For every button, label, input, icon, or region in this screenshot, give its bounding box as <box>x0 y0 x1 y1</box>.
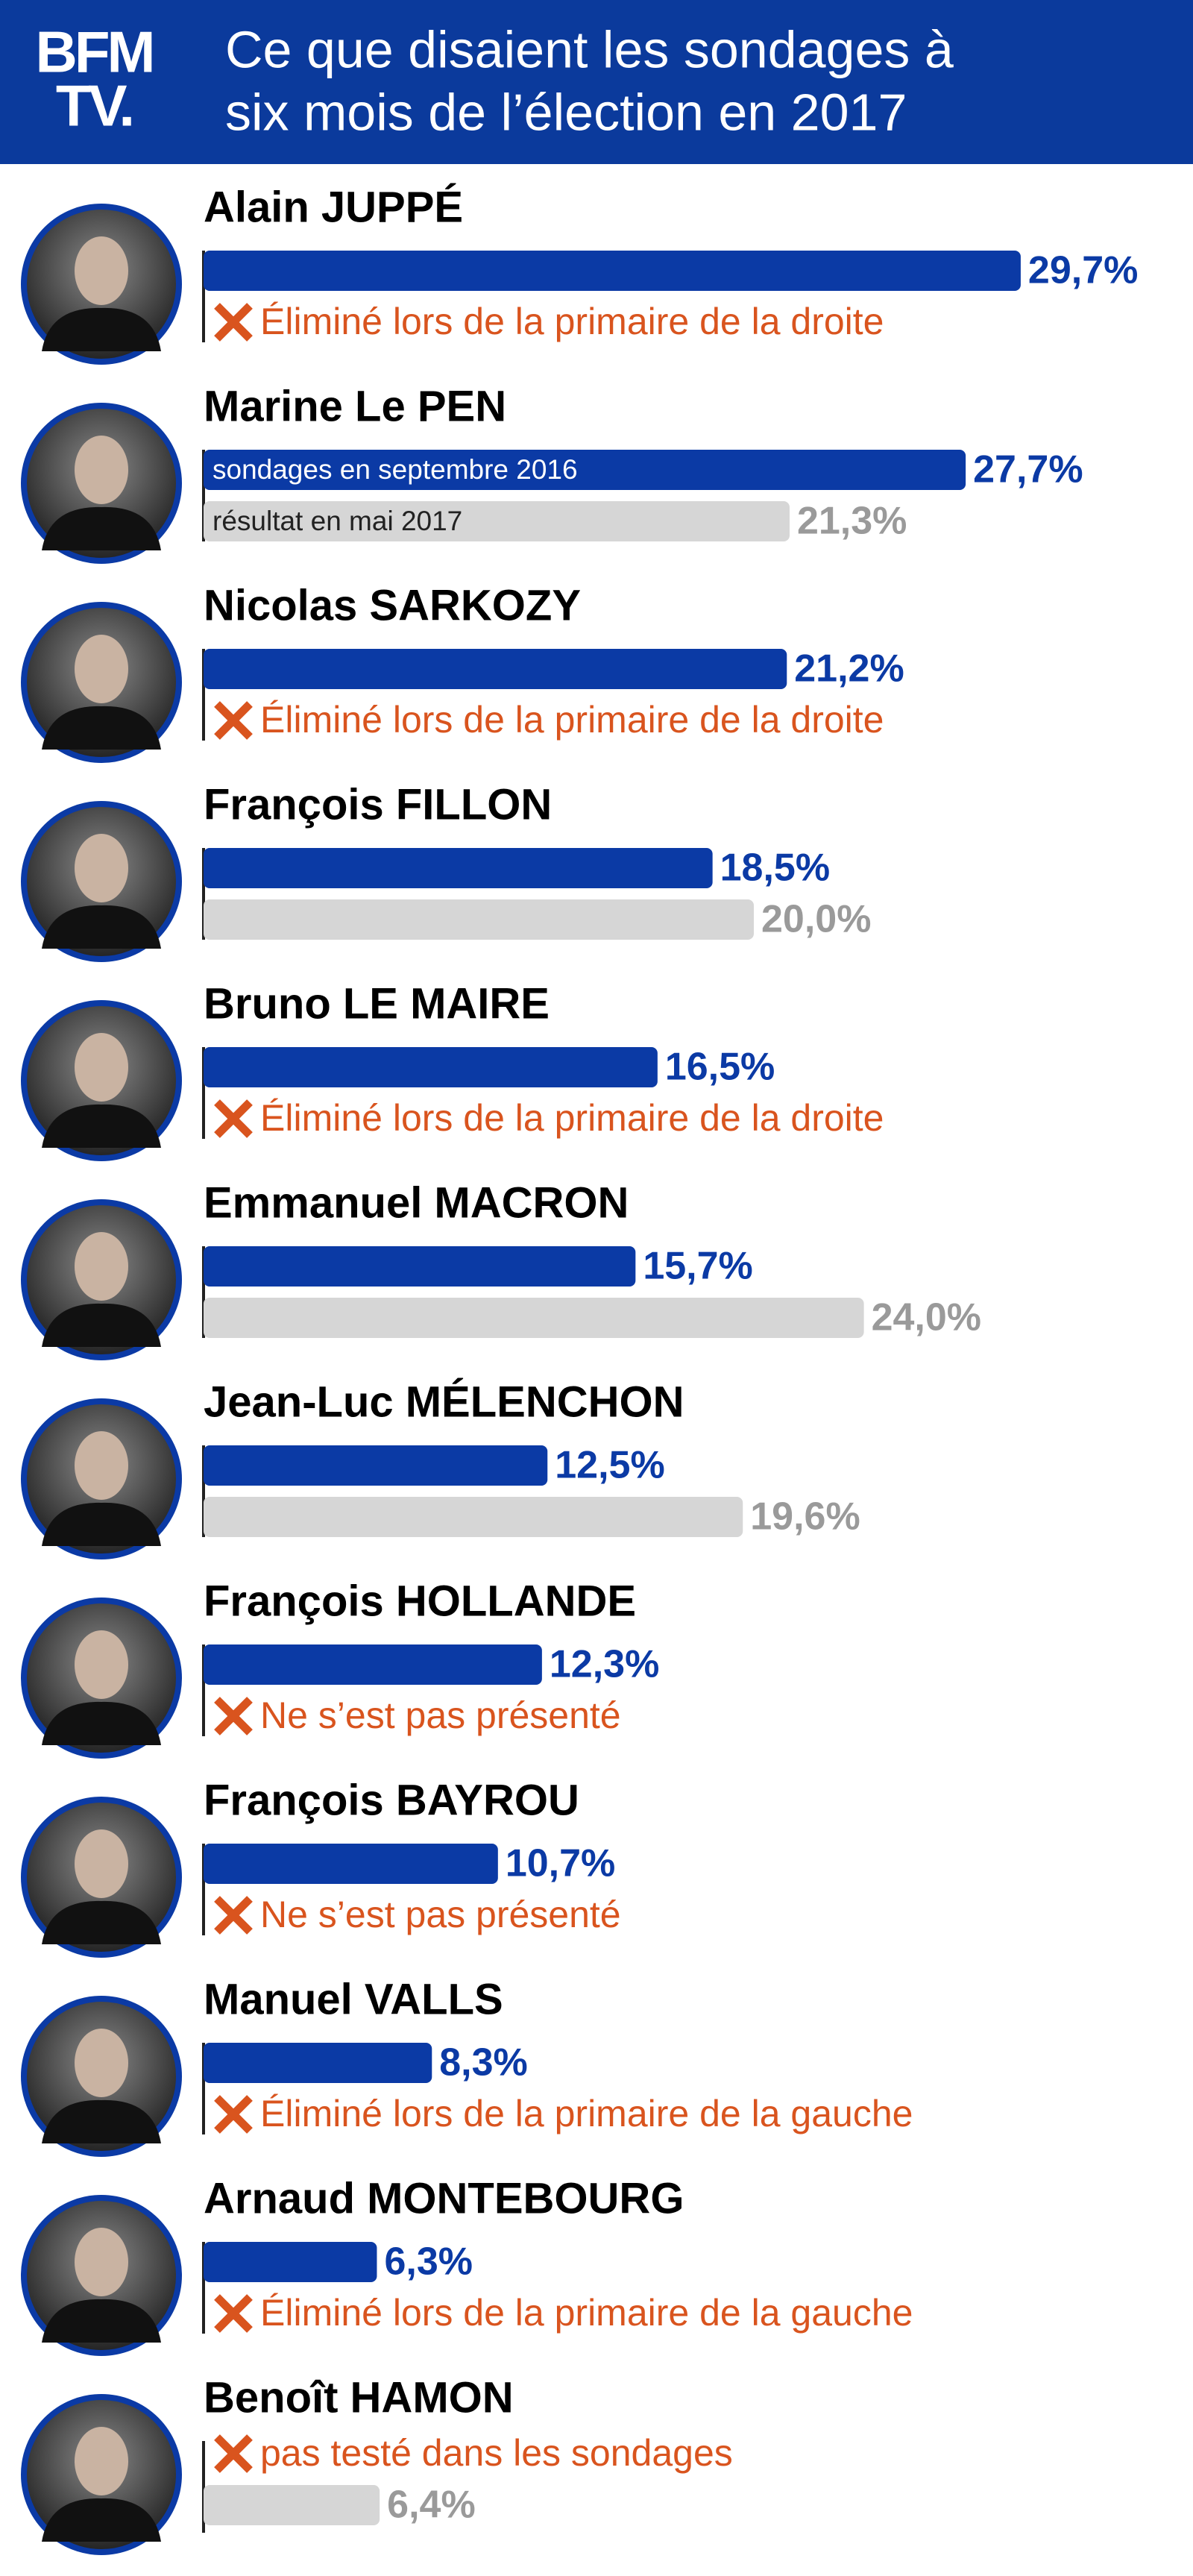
note: Éliminé lors de la primaire de la droite <box>260 1097 884 1139</box>
value-label: 12,3% <box>550 1643 659 1686</box>
note: Éliminé lors de la primaire de la droite <box>260 301 884 342</box>
portrait-head <box>75 1829 128 1898</box>
portrait-body <box>42 905 161 949</box>
note: Éliminé lors de la primaire de la gauche <box>260 2093 913 2134</box>
bar <box>204 2043 432 2083</box>
cross-icon <box>214 1896 253 1935</box>
candidate-name: Benoît HAMON <box>204 2373 514 2422</box>
cross-icon <box>214 303 253 342</box>
note: Ne s’est pas présenté <box>260 1894 621 1935</box>
portrait-body <box>42 1104 161 1148</box>
cross-icon <box>214 2294 253 2333</box>
portrait-head <box>75 2029 128 2097</box>
value-label: 6,3% <box>384 2240 473 2284</box>
portrait-body <box>42 307 161 351</box>
chart-title: six mois de l’élection en 2017 <box>225 83 907 141</box>
value-label: 21,3% <box>797 500 907 543</box>
candidate-name: Jean-Luc MÉLENCHON <box>204 1377 684 1426</box>
portrait-head <box>75 436 128 504</box>
portrait-head <box>75 1232 128 1301</box>
portrait-head <box>75 635 128 703</box>
bar <box>204 899 754 940</box>
legend-label: résultat en mai 2017 <box>213 506 462 536</box>
portrait-head <box>75 2228 128 2296</box>
legend-label: sondages en septembre 2016 <box>213 454 578 485</box>
cross-icon <box>214 1099 253 1138</box>
portrait-body <box>42 2498 161 2542</box>
bar <box>204 1298 864 1338</box>
bar <box>204 2242 377 2282</box>
portrait-head <box>75 2427 128 2495</box>
portrait-body <box>42 1502 161 1546</box>
candidate-name: Arnaud MONTEBOURG <box>204 2174 684 2222</box>
bar <box>204 251 1021 291</box>
note: Éliminé lors de la primaire de la droite <box>260 699 884 741</box>
candidate-name: Manuel VALLS <box>204 1975 503 2023</box>
portrait-body <box>42 1701 161 1745</box>
header-bar <box>0 0 1193 164</box>
bar <box>204 1644 542 1685</box>
value-label: 24,0% <box>872 1296 981 1339</box>
value-label: 21,2% <box>794 647 904 691</box>
candidate-name: Alain JUPPÉ <box>204 183 463 231</box>
cross-icon <box>214 1697 253 1735</box>
value-label: 6,4% <box>387 2484 476 2527</box>
logo-line: TV. <box>56 73 132 139</box>
logo-line: BFM <box>36 19 153 85</box>
value-label: 19,6% <box>750 1495 860 1539</box>
cross-icon <box>214 2434 253 2473</box>
value-label: 29,7% <box>1028 249 1138 292</box>
portrait-head <box>75 1431 128 1500</box>
candidate-name: Emmanuel MACRON <box>204 1178 629 1227</box>
value-label: 12,5% <box>555 1444 664 1487</box>
portrait-body <box>42 1900 161 1944</box>
note: Éliminé lors de la primaire de la gauche <box>260 2292 913 2334</box>
note: Ne s’est pas présenté <box>260 1694 621 1736</box>
bar <box>204 1246 636 1287</box>
bar <box>204 848 713 888</box>
bar <box>204 649 787 689</box>
value-label: 8,3% <box>439 2041 528 2085</box>
value-label: 10,7% <box>506 1842 615 1885</box>
cross-icon <box>214 2095 253 2134</box>
candidate-name: François BAYROU <box>204 1776 579 1824</box>
value-label: 20,0% <box>761 898 871 941</box>
portrait-head <box>75 834 128 902</box>
portrait-head <box>75 1033 128 1102</box>
note: pas testé dans les sondages <box>260 2432 733 2474</box>
value-label: 27,7% <box>973 448 1083 491</box>
value-label: 18,5% <box>720 846 830 890</box>
portrait-head <box>75 236 128 305</box>
value-label: 15,7% <box>643 1245 752 1288</box>
candidate-name: Marine Le PEN <box>204 382 506 430</box>
candidate-name: Nicolas SARKOZY <box>204 581 581 629</box>
portrait-head <box>75 1630 128 1699</box>
candidate-name: François FILLON <box>204 780 552 829</box>
candidate-name: Bruno LE MAIRE <box>204 979 550 1028</box>
portrait-body <box>42 2299 161 2343</box>
bar <box>204 1844 498 1884</box>
bar <box>204 450 966 490</box>
bar <box>204 1497 743 1537</box>
cross-icon <box>214 701 253 740</box>
value-label: 16,5% <box>665 1046 775 1089</box>
bar <box>204 2485 380 2525</box>
portrait-body <box>42 506 161 550</box>
candidate-name: François HOLLANDE <box>204 1577 636 1625</box>
portrait-body <box>42 2099 161 2143</box>
bar <box>204 1047 658 1087</box>
portrait-body <box>42 706 161 750</box>
bar <box>204 501 790 541</box>
portrait-body <box>42 1303 161 1347</box>
chart-title: Ce que disaient les sondages à <box>225 20 954 78</box>
bar <box>204 1445 548 1486</box>
